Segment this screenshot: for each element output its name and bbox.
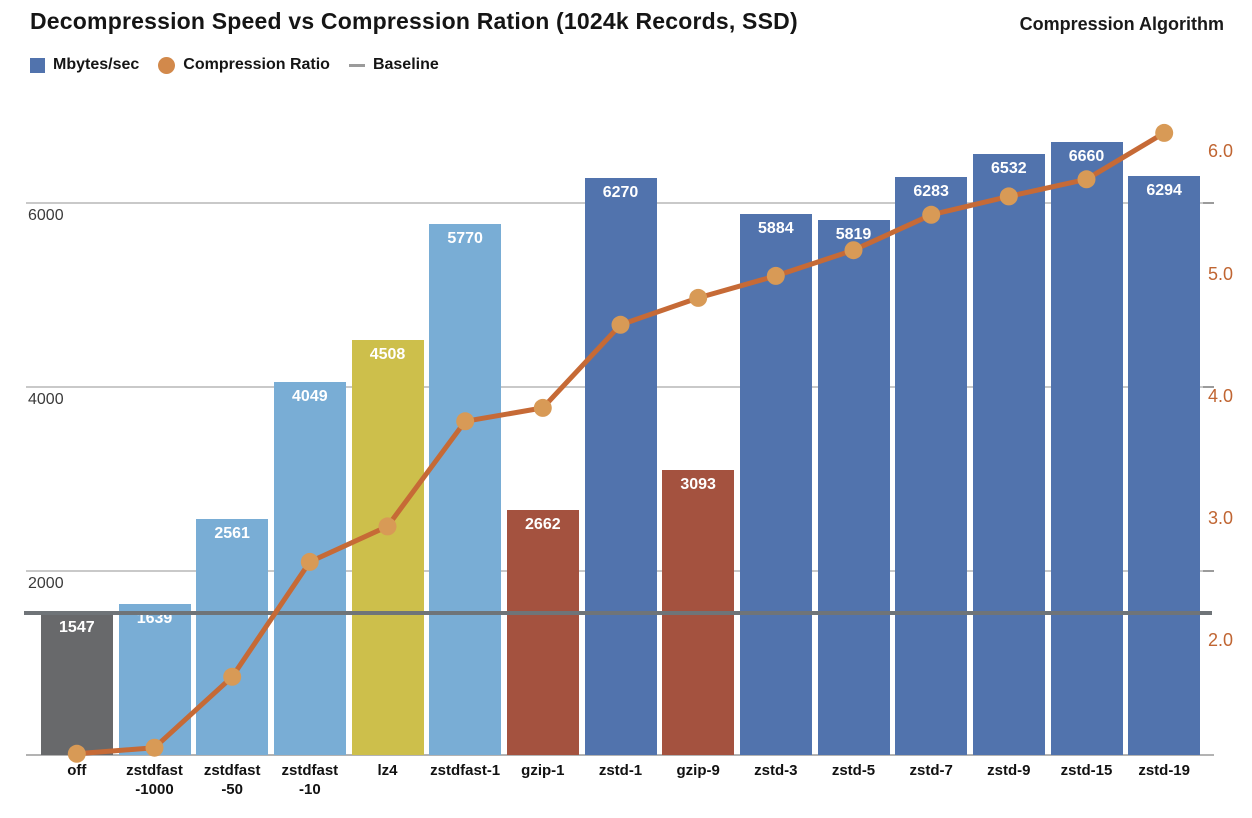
x-axis-tick-zstd-15: zstd-15	[1044, 761, 1130, 780]
bar-zstd-5: 5819	[817, 220, 890, 755]
legend-item-baseline: Baseline	[348, 56, 439, 74]
right-axis-tick-2.0: 2.0	[1208, 630, 1234, 651]
bar-value-label: 1547	[59, 619, 95, 636]
bar-value-label: 5770	[447, 230, 483, 247]
bar-zstd-3: 5884	[739, 214, 812, 755]
bar-zstd-15: 6660	[1050, 142, 1123, 755]
bar-off: 1547	[40, 613, 113, 755]
bar-zstdfast-1000: 1639	[118, 604, 191, 755]
bar-value-label: 6532	[991, 160, 1027, 177]
bar-value-label: 2662	[525, 516, 561, 533]
bar-value-label: 6660	[1068, 148, 1105, 165]
bar-zstd-19: 6294	[1128, 176, 1201, 755]
x-axis-tick-zstd-3: zstd-3	[733, 761, 819, 780]
ratio-point-gzip-1	[533, 398, 552, 417]
bar-value-label: 4049	[292, 388, 328, 405]
ratio-point-zstd-19	[1155, 123, 1174, 142]
left-axis-tick-2000: 2000	[28, 575, 64, 592]
x-tick-line: gzip-1	[521, 762, 565, 779]
x-tick-line: zstd-19	[1138, 762, 1190, 779]
x-tick-line: -50	[221, 781, 243, 798]
x-axis-tick-zstd-9: zstd-9	[966, 761, 1052, 780]
bar-value-label: 6294	[1146, 182, 1182, 199]
bar-value-label: 5884	[758, 220, 794, 237]
legend-label: Baseline	[372, 56, 439, 73]
bar-zstd-1: 6270	[584, 178, 657, 755]
right-axis-tick-4.0: 4.0	[1208, 385, 1234, 406]
plot-area: 1547 1639 2561 4049 4508 5770 2662 6270 3093 5884…	[24, 95, 1233, 798]
bar-zstd-9: 6532	[972, 154, 1045, 755]
x-axis-tick-zstdfast-1000: zstdfast -1000	[112, 761, 198, 799]
x-axis-tick-zstd-19: zstd-19	[1121, 761, 1207, 780]
legend-item-ratio: Compression Ratio	[158, 56, 330, 74]
right-axis-tick-5.0: 5.0	[1208, 263, 1234, 284]
baseline-legend-dash-icon	[348, 63, 365, 67]
bar-zstd-7: 6283	[895, 177, 968, 755]
x-axis-tick-zstdfast-10: zstdfast -10	[267, 761, 353, 799]
legend-label: Mbytes/sec	[53, 56, 140, 73]
baseline-line	[24, 610, 1212, 615]
x-axis-tick-lz4: lz4	[345, 761, 431, 780]
x-axis-tick-gzip-1: gzip-1	[500, 761, 586, 780]
x-tick-line: zstdfast	[203, 762, 261, 779]
bar-zstdfast-50: 2561	[196, 519, 269, 755]
x-axis-tick-zstd-1: zstd-1	[578, 761, 664, 780]
right-gridtick-2000	[1203, 570, 1214, 572]
x-axis-tick-gzip-9: gzip-9	[655, 761, 741, 780]
x-tick-line: off	[67, 762, 87, 779]
bar-zstdfast-1: 5770	[429, 224, 502, 755]
bar-value-label: 6270	[602, 184, 639, 201]
bar-value-label: 2561	[214, 525, 250, 542]
x-tick-line: zstdfast-1	[430, 762, 501, 779]
bar-value-label: 5819	[835, 226, 872, 243]
x-tick-line: zstdfast	[126, 762, 183, 779]
x-tick-line: zstd-15	[1060, 762, 1113, 779]
right-gridtick-4000	[1203, 386, 1214, 388]
x-tick-line: zstd-7	[909, 762, 953, 779]
x-axis-title: Compression Algorithm	[1019, 14, 1224, 34]
legend-item-mbytes: Mbytes/sec	[30, 56, 139, 74]
x-axis-tick-zstdfast-50: zstdfast -50	[189, 761, 275, 799]
left-axis-tick-6000: 6000	[28, 207, 64, 224]
x-tick-line: zstd-1	[598, 762, 643, 779]
x-tick-line: zstd-5	[831, 762, 876, 779]
bar-value-label: 3093	[680, 476, 716, 493]
ratio-series-legend-circle-icon	[158, 56, 176, 74]
right-axis-tick-6.0: 6.0	[1208, 141, 1234, 162]
chart-title: Decompression Speed vs Compression Ratio…	[30, 8, 798, 34]
x-tick-line: lz4	[377, 762, 398, 779]
legend: Mbytes/sec Compression Ratio Baseline	[30, 56, 449, 74]
x-axis-tick-zstd-7: zstd-7	[888, 761, 974, 780]
bar-value-label: 6283	[913, 183, 949, 200]
legend-label: Compression Ratio	[183, 56, 330, 73]
right-gridtick-6000	[1203, 202, 1214, 204]
left-axis-tick-4000: 4000	[28, 391, 64, 408]
x-tick-line: -1000	[135, 781, 174, 798]
x-axis-tick-off: off	[34, 761, 120, 780]
x-axis-tick-zstd-5: zstd-5	[811, 761, 897, 780]
ratio-point-gzip-9	[689, 288, 708, 307]
bar-zstdfast-10: 4049	[273, 382, 346, 755]
x-tick-line: zstd-9	[987, 762, 1031, 779]
right-axis-tick-3.0: 3.0	[1208, 508, 1234, 529]
x-tick-line: gzip-9	[676, 762, 720, 779]
bar-series-legend-square-icon	[30, 57, 45, 73]
bar-lz4: 4508	[351, 340, 424, 755]
x-tick-line: zstdfast	[281, 762, 339, 779]
bar-value-label: 4508	[369, 346, 406, 363]
x-tick-line: -10	[298, 781, 321, 798]
x-tick-line: zstd-3	[754, 762, 798, 779]
x-axis-tick-zstdfast-1: zstdfast-1	[422, 761, 508, 780]
bar-gzip-1: 2662	[506, 510, 579, 755]
